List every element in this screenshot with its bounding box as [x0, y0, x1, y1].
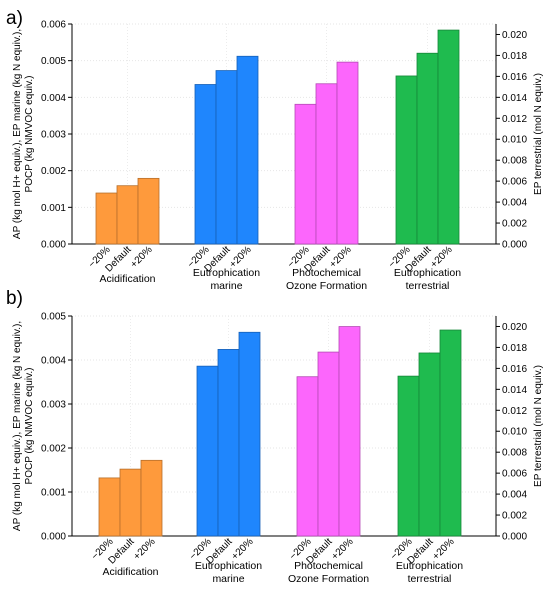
y-axis-label-left: POCP (kg NMVOC equiv.): [24, 76, 35, 193]
right-tick-label: 0.002: [502, 511, 527, 522]
bar: [236, 55, 259, 245]
right-tick-label: 0.014: [502, 93, 527, 104]
right-tick-label: 0.004: [502, 490, 527, 501]
right-tick-label: 0.010: [502, 427, 527, 438]
category-label: +20%: [129, 244, 155, 270]
left-tick-label: 0.002: [41, 444, 66, 455]
category-label: +20%: [230, 536, 256, 562]
group-label: terrestrial: [408, 573, 452, 585]
y-axis-label-left: POCP (kg NMVOC equiv.): [24, 368, 35, 485]
group-label: Eutrophication: [396, 560, 463, 572]
left-tick-label: 0.002: [41, 166, 66, 177]
left-tick-label: 0.004: [41, 93, 66, 104]
bar: [119, 468, 142, 537]
bar: [95, 192, 118, 245]
bar: [336, 61, 359, 245]
group-label: Eutrophication: [195, 560, 262, 572]
left-tick-label: 0.006: [41, 20, 66, 31]
right-tick-label: 0.008: [502, 448, 527, 459]
group-label: Ozone Formation: [286, 280, 367, 292]
right-tick-label: 0.018: [502, 51, 527, 62]
left-tick-label: 0.003: [41, 400, 66, 411]
bar: [315, 83, 338, 245]
y-axis-label-left: AP (kg mol H+ equiv.), EP marine (kg N e…: [12, 321, 23, 531]
bar: [416, 52, 439, 245]
group-label: Acidification: [102, 566, 158, 578]
bar: [317, 351, 340, 537]
right-tick-label: 0.018: [502, 343, 527, 354]
right-tick-label: 0.012: [502, 406, 527, 417]
right-tick-label: 0.000: [502, 240, 527, 251]
panel-label: b): [6, 288, 23, 309]
group-label: terrestrial: [406, 280, 450, 292]
right-tick-label: 0.020: [502, 30, 527, 41]
right-tick-label: 0.016: [502, 364, 527, 375]
bar: [98, 477, 121, 537]
right-tick-label: 0.014: [502, 385, 527, 396]
category-label: +20%: [330, 536, 356, 562]
group-label: Eutrophication: [193, 267, 260, 279]
category-label: +20%: [132, 536, 158, 562]
right-tick-label: 0.006: [502, 177, 527, 188]
right-tick-label: 0.006: [502, 469, 527, 480]
left-tick-label: 0.001: [41, 203, 66, 214]
bar: [397, 375, 420, 537]
right-tick-label: 0.004: [502, 198, 527, 209]
y-axis-label-right: EP terrestrial (mol N equiv.): [533, 365, 544, 487]
bar: [338, 326, 361, 537]
chart-panel-1: a) 0.000 0.001 0.002 0.003 0.004 0.005 0.006 0.0…: [6, 8, 544, 292]
y-axis-label-right: EP terrestrial (mol N equiv.): [533, 73, 544, 195]
left-tick-label: 0.005: [41, 312, 66, 323]
group-label: Photochemical: [294, 560, 363, 572]
bar: [294, 103, 317, 245]
bar: [194, 84, 217, 245]
group-label: Photochemical: [292, 267, 361, 279]
left-tick-label: 0.000: [41, 240, 66, 251]
chart-panel-2: b) 0.000 0.001 0.002 0.003 0.004 0.005 0.000 0.0…: [6, 288, 544, 585]
bar: [217, 349, 240, 537]
left-tick-label: 0.000: [41, 532, 66, 543]
bar: [196, 365, 219, 537]
right-tick-label: 0.016: [502, 72, 527, 83]
right-tick-label: 0.020: [502, 322, 527, 333]
y-axis-label-left: AP (kg mol H+ equiv.), EP marine (kg N e…: [12, 29, 23, 239]
right-tick-label: 0.012: [502, 114, 527, 125]
category-label: +20%: [431, 536, 457, 562]
bar: [418, 352, 441, 537]
bar: [238, 331, 261, 537]
right-tick-label: 0.010: [502, 135, 527, 146]
left-tick-label: 0.001: [41, 488, 66, 499]
group-label: marine: [212, 573, 244, 585]
group-label: marine: [210, 280, 242, 292]
left-tick-label: 0.004: [41, 356, 66, 367]
panel-label: a): [6, 8, 23, 29]
right-tick-label: 0.000: [502, 532, 527, 543]
bar: [137, 177, 160, 245]
bar: [296, 376, 319, 537]
bar: [116, 185, 139, 245]
right-tick-label: 0.008: [502, 156, 527, 167]
right-tick-label: 0.002: [502, 219, 527, 230]
bar: [439, 329, 462, 537]
group-label: Eutrophication: [394, 267, 461, 279]
bar: [215, 70, 238, 245]
group-label: Acidification: [99, 273, 155, 285]
bar: [437, 29, 460, 245]
bar: [395, 75, 418, 245]
left-tick-label: 0.005: [41, 56, 66, 67]
bar: [140, 459, 163, 537]
group-label: Ozone Formation: [288, 573, 369, 585]
left-tick-label: 0.003: [41, 130, 66, 141]
